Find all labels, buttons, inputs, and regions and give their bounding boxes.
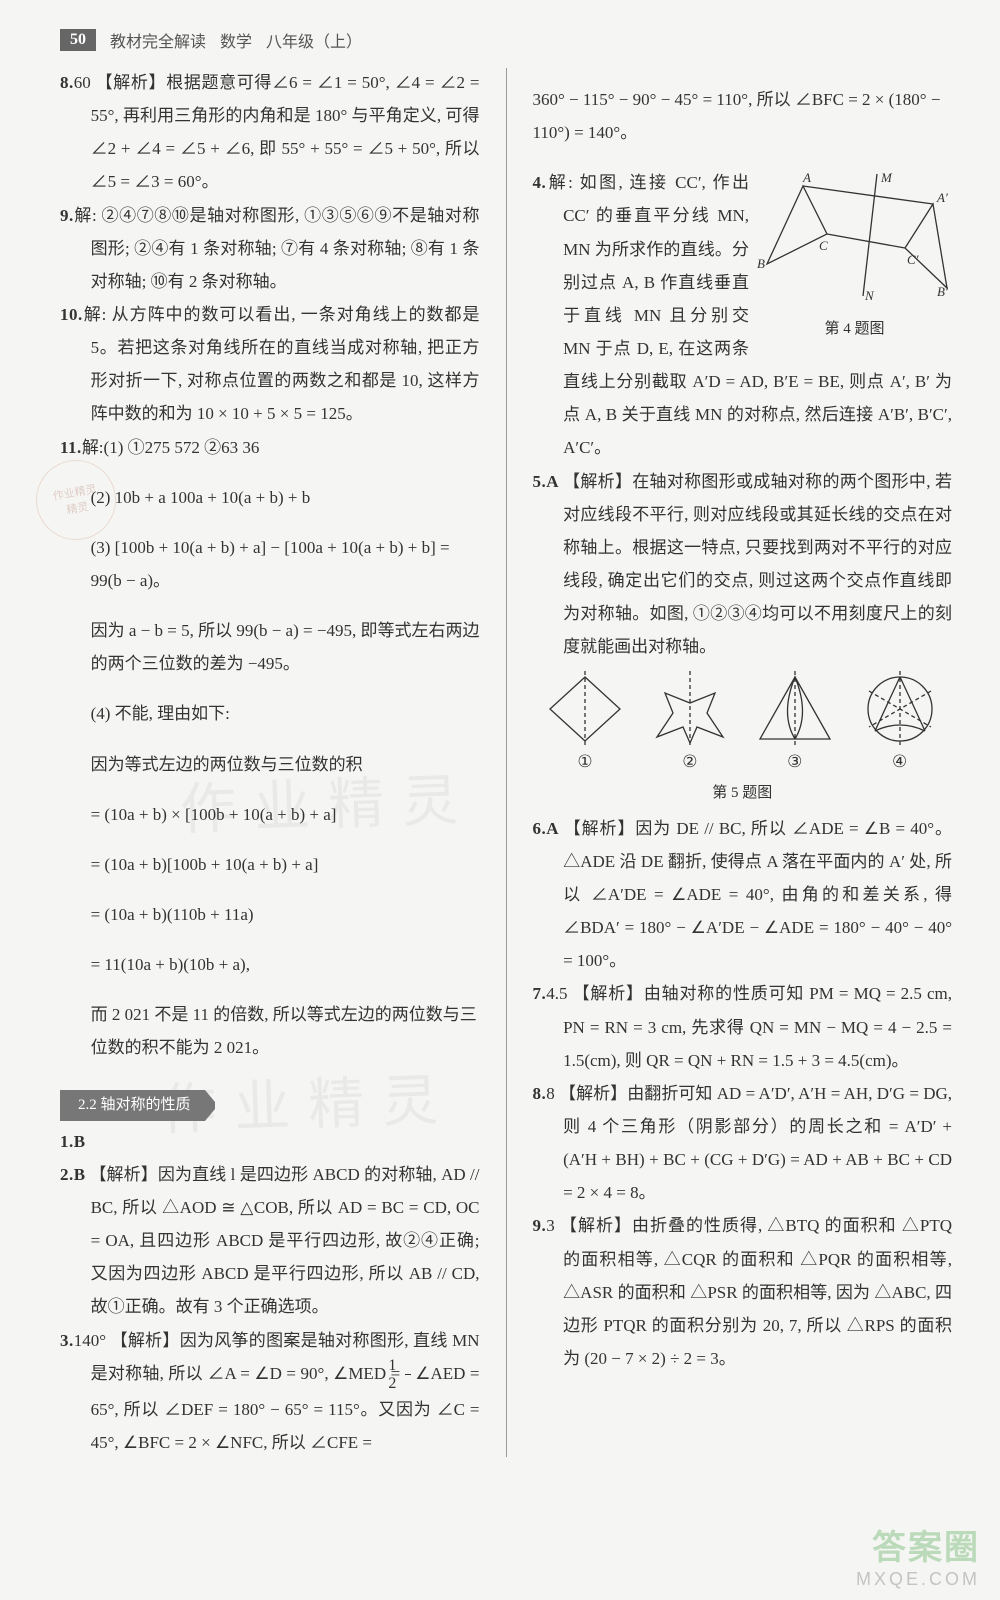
problem-r5: 5.A 【解析】在轴对称图形或成轴对称的两个图形中, 若对应线段不平行, 则对应… bbox=[533, 465, 953, 664]
svg-text:B: B bbox=[757, 256, 765, 271]
svg-text:N: N bbox=[864, 288, 875, 303]
footer-watermark: 答案圈 MXQE.COM bbox=[856, 1520, 980, 1590]
problem-11-eq4: = (10a + b)(110b + 11a) bbox=[60, 898, 480, 931]
shape-4 bbox=[855, 669, 945, 749]
problem-9: 9.解: ②④⑦⑧⑩是轴对称图形, ①③⑤⑥⑨不是轴对称图形; ②④有 1 条对… bbox=[60, 199, 480, 298]
svg-text:B′: B′ bbox=[937, 284, 948, 299]
section-q3: 3.140° 【解析】因为风筝的图案是轴对称图形, 直线 MN 是对称轴, 所以… bbox=[60, 1324, 480, 1460]
problem-r9: 9.3 【解析】由折叠的性质得, △BTQ 的面积和 △PTQ 的面积相等, △… bbox=[533, 1209, 953, 1375]
header-tag: 八年级（上） bbox=[266, 28, 362, 52]
left-column: 8.60 【解析】根据题意可得∠6 = ∠1 = 50°, ∠4 = ∠2 = … bbox=[60, 66, 480, 1459]
problem-11-line5: (4) 不能, 理由如下: bbox=[60, 697, 480, 730]
problem-11-eq5: = 11(10a + b)(10b + a), bbox=[60, 948, 480, 981]
problem-11-tail: 而 2 021 不是 11 的倍数, 所以等式左边的两位数与三位数的积不能为 2… bbox=[60, 998, 480, 1064]
shape-2 bbox=[645, 669, 735, 749]
figure-4-svg: A B C C′ A′ B′ M N bbox=[757, 168, 952, 303]
problem-11-eq2: = (10a + b) × [100b + 10(a + b) + a] bbox=[60, 798, 480, 831]
problem-r6: 6.A 【解析】因为 DE // BC, 所以 ∠ADE = ∠B = 40°。… bbox=[533, 812, 953, 978]
figure-4: A B C C′ A′ B′ M N 第 4 题图 bbox=[757, 168, 952, 344]
problem-11-line2: (2) 10b + a 100a + 10(a + b) + b bbox=[60, 481, 480, 514]
svg-text:M: M bbox=[880, 170, 893, 185]
page-number: 50 bbox=[60, 29, 96, 51]
problem-11-line3: (3) [100b + 10(a + b) + a] − [100a + 10(… bbox=[60, 531, 480, 597]
column-divider bbox=[506, 68, 507, 1457]
problem-11-line1: 11.解:(1) ①275 572 ②63 36 bbox=[60, 431, 480, 464]
header-tag: 教材完全解读 bbox=[110, 28, 206, 52]
section-q1: 1.B bbox=[60, 1125, 480, 1158]
shape-1 bbox=[540, 669, 630, 749]
header-tag: 数学 bbox=[220, 28, 252, 52]
figure-4-caption: 第 4 题图 bbox=[757, 315, 952, 344]
problem-r8: 8.8 【解析】由翻折可知 AD = A′D′, A′H = AH, D′G =… bbox=[533, 1077, 953, 1210]
figure-5-labels: ①②③④ bbox=[533, 745, 953, 778]
svg-text:C: C bbox=[819, 238, 828, 253]
problem-10: 10.解: 从方阵中的数可以看出, 一条对角线上的数都是 5。若把这条对角线所在… bbox=[60, 298, 480, 431]
problem-11-eq3: = (10a + b)[100b + 10(a + b) + a] bbox=[60, 848, 480, 881]
shape-3 bbox=[750, 669, 840, 749]
svg-text:A: A bbox=[802, 170, 811, 185]
page-header: 50 教材完全解读 数学 八年级（上） bbox=[60, 28, 952, 52]
svg-text:C′: C′ bbox=[907, 252, 919, 267]
figure-5-row bbox=[533, 669, 953, 749]
section-q2: 2.B 【解析】因为直线 l 是四边形 ABCD 的对称轴, AD // BC,… bbox=[60, 1158, 480, 1324]
q3-continuation: 360° − 115° − 90° − 45° = 110°, 所以 ∠BFC … bbox=[533, 83, 953, 149]
problem-11-eq1: 因为等式左边的两位数与三位数的积 bbox=[60, 748, 480, 781]
problem-r7: 7.4.5 【解析】由轴对称的性质可知 PM = MQ = 2.5 cm, PN… bbox=[533, 977, 953, 1076]
svg-text:A′: A′ bbox=[936, 190, 948, 205]
section-heading: 2.2 轴对称的性质 bbox=[60, 1090, 205, 1121]
right-column: 360° − 115° − 90° − 45° = 110°, 所以 ∠BFC … bbox=[533, 66, 953, 1459]
problem-11-line4: 因为 a − b = 5, 所以 99(b − a) = −495, 即等式左右… bbox=[60, 614, 480, 680]
problem-8: 8.60 【解析】根据题意可得∠6 = ∠1 = 50°, ∠4 = ∠2 = … bbox=[60, 66, 480, 199]
figure-5-caption: 第 5 题图 bbox=[533, 779, 953, 808]
